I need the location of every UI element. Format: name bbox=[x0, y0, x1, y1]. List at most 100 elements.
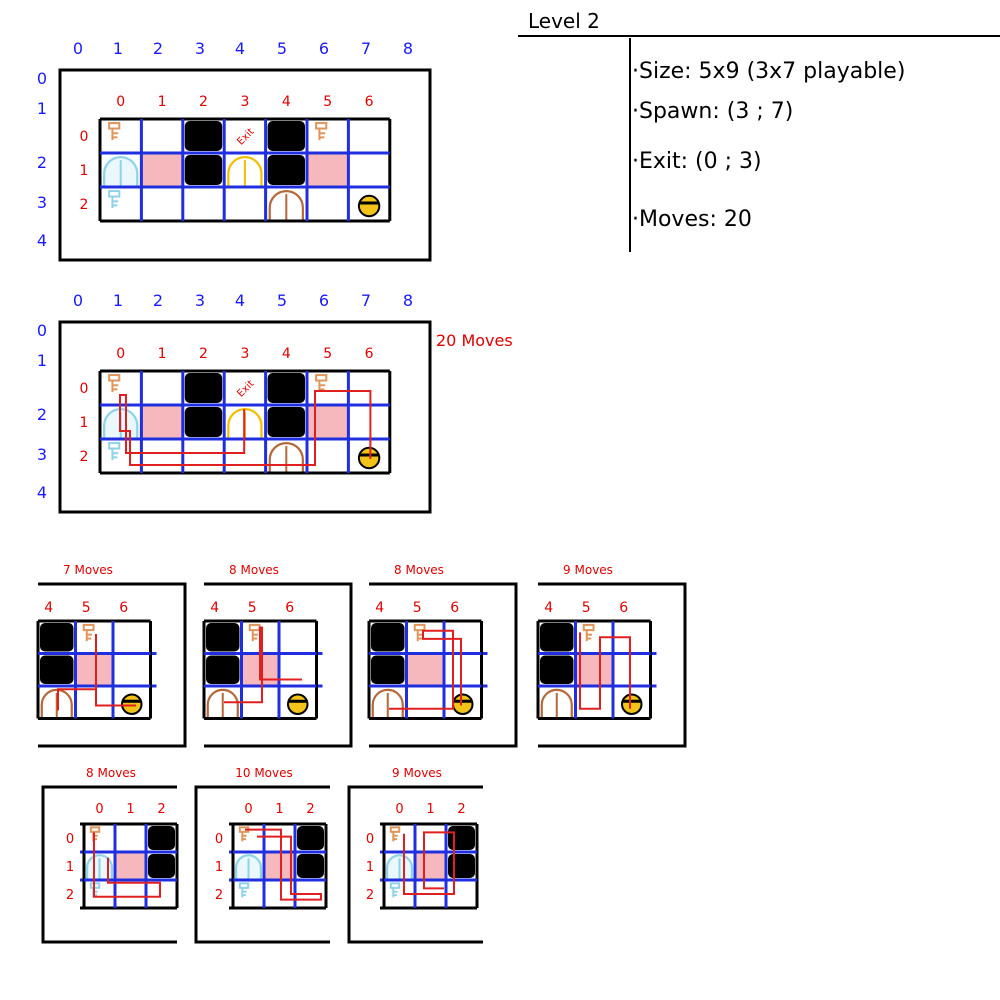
inner-col-label: 4 bbox=[44, 600, 53, 616]
pressure-tile bbox=[265, 853, 294, 879]
outer-row-label: 2 bbox=[37, 405, 47, 424]
wooden-door-icon bbox=[268, 190, 304, 220]
inner-col-label: 6 bbox=[619, 600, 628, 616]
board-frame bbox=[194, 785, 330, 944]
inner-col-label: 0 bbox=[116, 346, 125, 362]
wall-block bbox=[206, 655, 240, 684]
wall-block bbox=[267, 155, 305, 185]
outer-col-label: 6 bbox=[319, 39, 329, 58]
outer-row-label: 1 bbox=[37, 351, 47, 370]
left-variant-board: 10 Moves 0 1 2 0 1 2 bbox=[194, 766, 330, 944]
outer-col-label: 4 bbox=[235, 291, 245, 310]
outer-col-label: 0 bbox=[73, 291, 83, 310]
key-icon bbox=[89, 826, 101, 842]
variant-moves-label: 7 Moves bbox=[63, 563, 113, 577]
inner-col-label: 4 bbox=[544, 600, 553, 616]
inner-row-label: 2 bbox=[366, 888, 374, 903]
inner-col-label: 2 bbox=[457, 802, 465, 817]
inner-row-label: 1 bbox=[215, 860, 223, 875]
solution-path bbox=[403, 831, 455, 895]
inner-col-label: 6 bbox=[365, 94, 374, 110]
player-icon bbox=[287, 693, 309, 715]
inner-col-label: 5 bbox=[323, 346, 332, 362]
player-icon bbox=[357, 446, 381, 470]
key-bow bbox=[108, 190, 121, 198]
player-icon bbox=[357, 194, 381, 218]
wall-block bbox=[40, 623, 74, 652]
board-frame bbox=[538, 582, 687, 748]
key-bow bbox=[413, 623, 426, 632]
key-bow bbox=[108, 442, 121, 450]
ghost-key-icon bbox=[108, 190, 121, 209]
key-icon bbox=[315, 122, 328, 141]
solution-moves-label: 20 Moves bbox=[436, 331, 513, 350]
left-variant-board: 8 Moves 0 1 2 0 1 2 bbox=[41, 766, 179, 944]
inner-row-label: 0 bbox=[215, 832, 223, 847]
variant-moves-label: 10 Moves bbox=[235, 766, 293, 780]
key-bow bbox=[238, 882, 250, 889]
outer-row-label: 4 bbox=[37, 231, 47, 250]
board-frame bbox=[58, 68, 432, 262]
right-variant-board: 9 Moves 4 5 6 bbox=[536, 563, 687, 748]
inner-row-label: 0 bbox=[366, 832, 374, 847]
outer-col-label: 5 bbox=[277, 39, 287, 58]
pressure-tile bbox=[576, 654, 612, 685]
wooden-door-icon bbox=[268, 442, 304, 472]
outer-col-label: 7 bbox=[361, 291, 371, 310]
board-frame bbox=[347, 785, 483, 944]
key-bow bbox=[248, 623, 261, 632]
inner-col-label: 0 bbox=[395, 802, 403, 817]
wooden-door-icon bbox=[540, 688, 573, 718]
level-info-panel: Level 2 ·Size: 5x9 (3x7 playable) ·Spawn… bbox=[518, 9, 1000, 252]
outer-col-label: 1 bbox=[113, 291, 123, 310]
outer-col-label: 2 bbox=[153, 291, 163, 310]
inner-row-label: 1 bbox=[80, 415, 89, 431]
inner-col-label: 1 bbox=[158, 94, 167, 110]
info-size: ·Size: 5x9 (3x7 playable) bbox=[632, 59, 905, 84]
outer-row-label: 2 bbox=[37, 153, 47, 172]
outer-col-label: 3 bbox=[195, 39, 205, 58]
board-frame bbox=[41, 785, 177, 944]
inner-row-label: 0 bbox=[66, 832, 74, 847]
right-variant-board: 8 Moves 4 5 6 bbox=[367, 563, 518, 748]
wall-block bbox=[267, 407, 305, 437]
locked-door-icon bbox=[227, 156, 263, 186]
key-icon bbox=[389, 826, 401, 842]
key-bow bbox=[315, 122, 328, 130]
variant-moves-label: 8 Moves bbox=[86, 766, 136, 780]
inner-row-label: 2 bbox=[80, 197, 89, 213]
outer-col-label: 4 bbox=[235, 39, 245, 58]
player-icon bbox=[452, 693, 474, 715]
key-icon bbox=[108, 374, 121, 393]
inner-col-label: 6 bbox=[450, 600, 459, 616]
variant-moves-label: 9 Moves bbox=[563, 563, 613, 577]
board-frame bbox=[58, 320, 432, 514]
inner-col-label: 5 bbox=[82, 600, 91, 616]
inner-col-label: 2 bbox=[157, 802, 165, 817]
wall-block bbox=[184, 121, 223, 151]
key-bow bbox=[582, 623, 595, 632]
ghost-key-icon bbox=[89, 882, 101, 898]
key-icon bbox=[82, 623, 95, 642]
inner-col-label: 4 bbox=[282, 346, 291, 362]
inner-row-label: 2 bbox=[215, 888, 223, 903]
right-variant-board: 7 Moves 4 5 6 bbox=[36, 563, 187, 748]
key-bow bbox=[108, 374, 121, 382]
level-board: 0 1 2 3 4 5 6 7 8 0 1 2 3 4 0 1 2 3 4 5 6 0 1 2 Exit bbox=[37, 39, 432, 262]
inner-col-label: 5 bbox=[582, 600, 591, 616]
level-title: Level 2 bbox=[528, 9, 600, 33]
key-icon bbox=[582, 623, 595, 642]
wall-block bbox=[540, 623, 574, 652]
key-bow bbox=[389, 882, 401, 889]
inner-col-label: 6 bbox=[119, 600, 128, 616]
right-variant-board: 8 Moves 4 5 6 bbox=[202, 563, 353, 748]
wall-block bbox=[540, 655, 574, 684]
outer-col-label: 8 bbox=[403, 39, 413, 58]
outer-col-label: 7 bbox=[361, 39, 371, 58]
outer-col-label: 0 bbox=[73, 39, 83, 58]
inner-col-label: 2 bbox=[199, 346, 208, 362]
variant-moves-label: 8 Moves bbox=[229, 563, 279, 577]
solution-path bbox=[57, 634, 136, 711]
outer-col-label: 8 bbox=[403, 291, 413, 310]
outer-row-label: 3 bbox=[37, 193, 47, 212]
